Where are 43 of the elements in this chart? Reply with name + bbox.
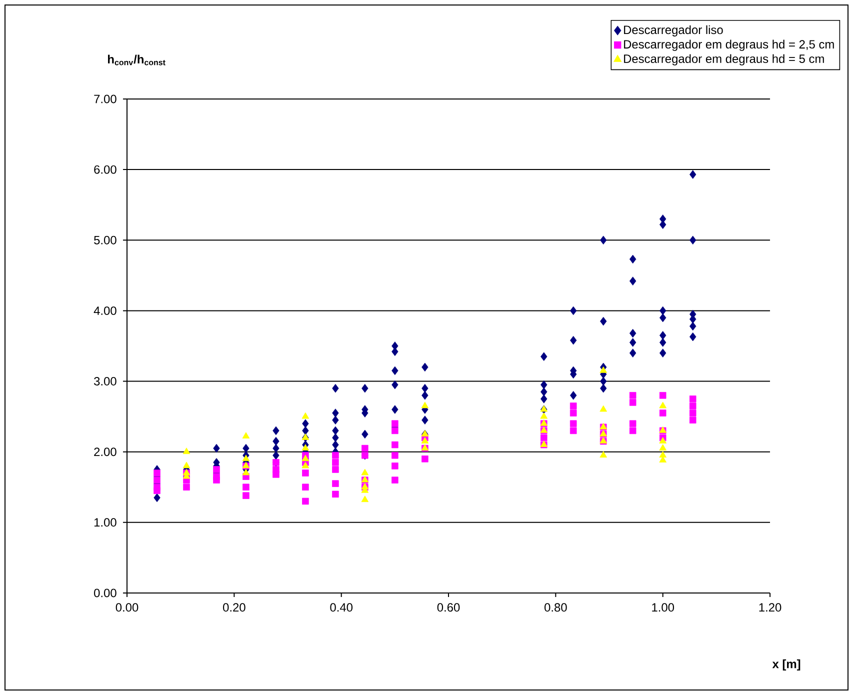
point xyxy=(182,462,190,468)
point xyxy=(242,454,250,462)
point xyxy=(600,366,608,373)
point xyxy=(361,496,369,502)
point xyxy=(302,434,310,440)
y-tick-label: 1.00 xyxy=(94,518,116,527)
point xyxy=(659,444,666,451)
point xyxy=(659,451,666,458)
point xyxy=(540,412,548,419)
y-tick-label: 7.00 xyxy=(94,94,116,104)
x-tick-label: 0.20 xyxy=(223,603,246,612)
point xyxy=(302,412,310,419)
point xyxy=(659,437,666,444)
point xyxy=(600,451,608,458)
point xyxy=(361,468,369,476)
y-axis-title: h$_{conv}$/h$_{const}$ xyxy=(108,54,166,66)
point xyxy=(302,444,310,451)
x-tick-label: 0.80 xyxy=(544,603,567,612)
point xyxy=(421,437,429,444)
legend-label: Descarregador em degraus hd = 5 cm xyxy=(624,54,824,66)
legend-label: Descarregador liso xyxy=(624,25,723,36)
point xyxy=(302,462,310,468)
point xyxy=(421,430,429,436)
point xyxy=(659,456,666,462)
x-tick-label: 1.00 xyxy=(652,603,674,612)
point xyxy=(659,402,666,408)
x-tick-label: 1.20 xyxy=(759,603,782,612)
x-axis-title: x [m] xyxy=(772,659,800,671)
y-tick-label: 2.00 xyxy=(94,448,116,456)
point xyxy=(242,468,250,476)
x-tick-label: 0.00 xyxy=(116,603,138,612)
y-tick-label: 3.00 xyxy=(94,377,116,386)
y-tick-label: 4.00 xyxy=(94,306,116,315)
x-tick-label: 0.40 xyxy=(330,603,353,612)
legend-label: Descarregador em degraus hd = 2,5 cm xyxy=(624,40,834,51)
x-tick-label: 0.60 xyxy=(437,603,460,612)
y-tick-label: 6.00 xyxy=(94,165,116,174)
point xyxy=(242,432,250,439)
point xyxy=(600,405,608,412)
point xyxy=(182,448,190,454)
y-tick-label: 5.00 xyxy=(94,236,116,244)
y-tick-label: 0.00 xyxy=(94,588,116,598)
point xyxy=(421,402,429,408)
